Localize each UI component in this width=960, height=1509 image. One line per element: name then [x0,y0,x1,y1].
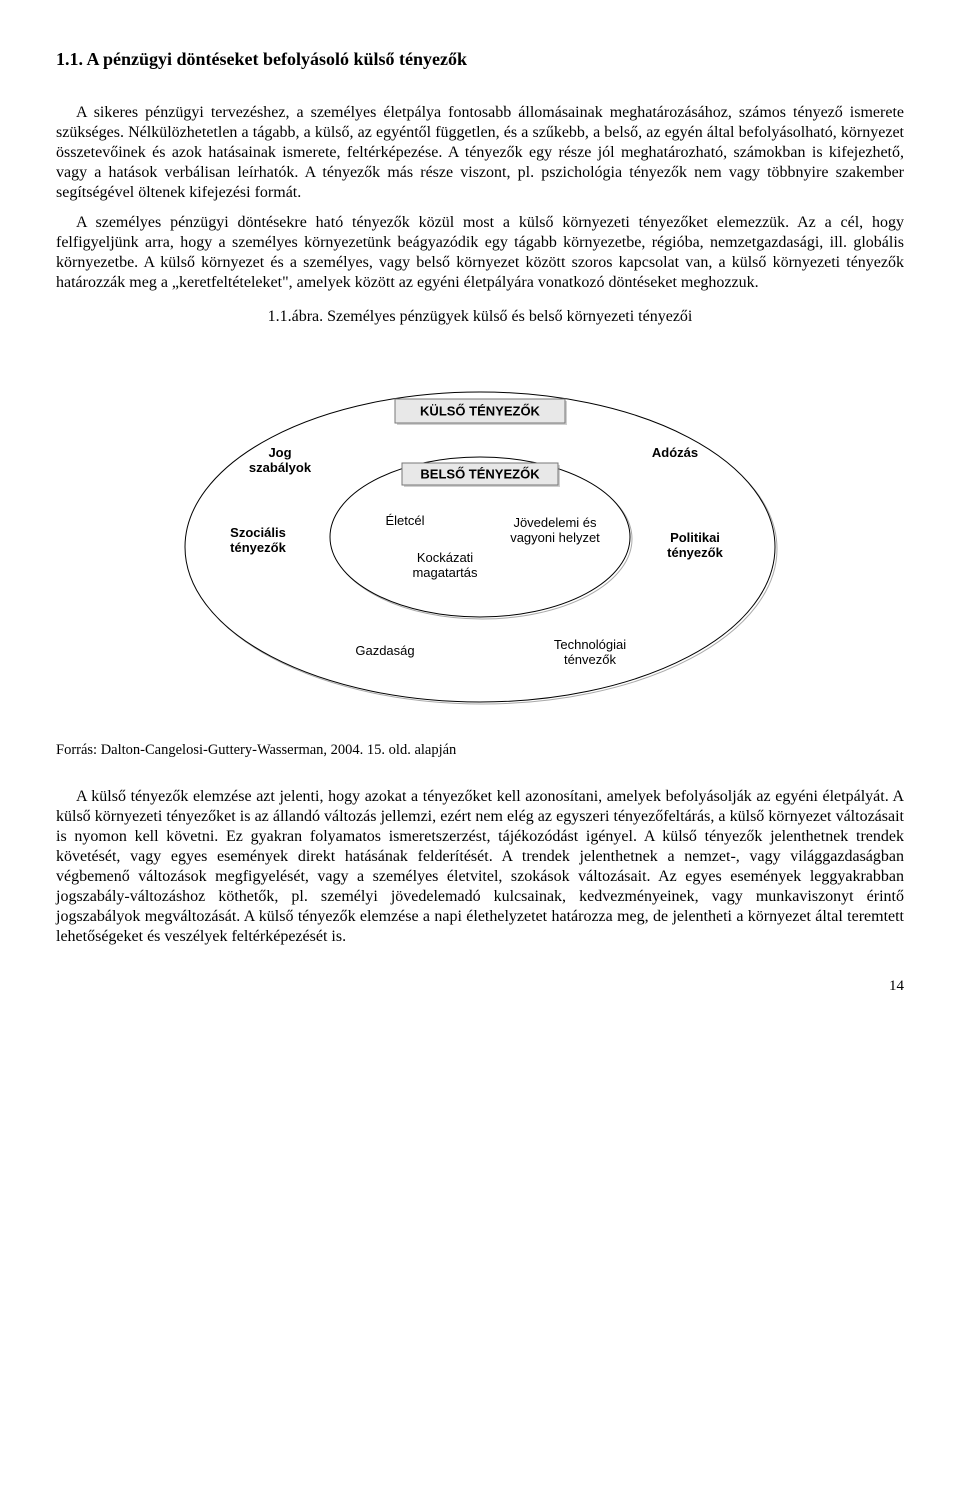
svg-text:Jövedelemi és: Jövedelemi és [513,515,597,530]
figure-caption: 1.1.ábra. Személyes pénzügyek külső és b… [56,307,904,327]
svg-text:Gazdaság: Gazdaság [355,643,414,658]
environment-factors-diagram: KÜLSŐ TÉNYEZŐK BELSŐ TÉNYEZŐK Jogszabályok… [170,337,790,717]
paragraph-intro-1: A sikeres pénzügyi tervezéshez, a személ… [56,103,904,203]
svg-text:tényezők: tényezők [667,545,723,560]
figure-source: Forrás: Dalton-Cangelosi-Guttery-Wasserm… [56,741,904,759]
svg-text:Adózás: Adózás [652,445,698,460]
svg-text:magatartás: magatartás [412,565,478,580]
svg-text:BELSŐ TÉNYEZŐK: BELSŐ TÉNYEZŐK [420,466,540,481]
diagram-container: KÜLSŐ TÉNYEZŐK BELSŐ TÉNYEZŐK Jogszabályok… [56,337,904,717]
svg-text:Kockázati: Kockázati [417,550,473,565]
paragraph-intro-2: A személyes pénzügyi döntésekre ható tén… [56,213,904,293]
svg-text:tényezők: tényezők [230,540,286,555]
svg-text:Jog: Jog [268,445,291,460]
svg-text:Szociális: Szociális [230,525,286,540]
svg-text:Politikai: Politikai [670,530,720,545]
paragraph-body-3: A külső tényezők elemzése azt jelenti, h… [56,787,904,947]
svg-text:vagyoni helyzet: vagyoni helyzet [510,530,600,545]
svg-text:Technológiai: Technológiai [554,637,626,652]
svg-text:ténvezők: ténvezők [564,652,617,667]
page-number: 14 [56,977,904,996]
section-heading: 1.1. A pénzügyi döntéseket befolyásoló k… [56,48,904,71]
svg-text:Életcél: Életcél [385,513,424,528]
svg-text:KÜLSŐ TÉNYEZŐK: KÜLSŐ TÉNYEZŐK [420,403,541,418]
svg-text:szabályok: szabályok [249,460,312,475]
